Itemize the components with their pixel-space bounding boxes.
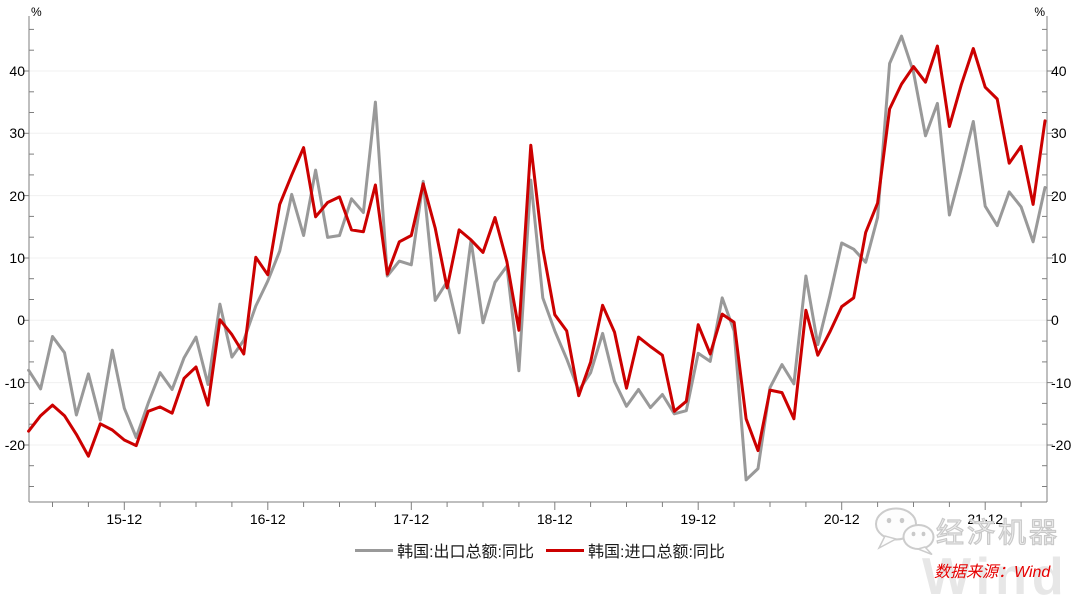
x-tick-label: 18-12 [536, 511, 573, 527]
y-tick-label-right: 0 [1051, 312, 1059, 329]
chart-area: % % 40 40 30 30 20 20 10 10 0 0 -10 -10 -20 -20 15-12 1… [0, 5, 1080, 606]
chart-canvas [23, 16, 1053, 510]
exports-legend-label: 韩国:出口总额:同比 [397, 544, 534, 561]
y-tick-label-left: 10 [9, 249, 25, 266]
y-axis-unit-left: % [31, 5, 42, 19]
y-tick-label-left: 30 [9, 125, 25, 142]
y-axis-unit-right: % [1034, 5, 1045, 19]
brand-block: Wind 经济机器 数据来源：Wind [872, 503, 1080, 606]
y-tick-label-left: 40 [9, 62, 25, 79]
x-tick-label: 21-12 [967, 511, 1004, 527]
x-tick-label: 19-12 [680, 511, 717, 527]
y-tick-label-left: -10 [4, 374, 25, 391]
y-tick-label-right: -10 [1051, 374, 1072, 391]
legend-item-exports: 韩国:出口总额:同比 [355, 538, 534, 562]
legend: 韩国:出口总额:同比 韩国:进口总额:同比 [0, 538, 1080, 562]
y-tick-label-right: 30 [1051, 125, 1067, 142]
legend-item-imports: 韩国:进口总额:同比 [546, 538, 725, 562]
x-tick-label: 16-12 [249, 511, 286, 527]
y-tick-label-right: -20 [1051, 436, 1072, 453]
exports-line-swatch [355, 548, 394, 552]
wechat-logo-icon [875, 507, 935, 555]
brand-name: 经济机器 [935, 516, 1061, 548]
y-tick-label-right: 10 [1051, 249, 1067, 266]
series-line-1 [27, 44, 1047, 458]
x-tick-label: 20-12 [823, 511, 860, 527]
imports-line-swatch [546, 548, 584, 552]
y-tick-label-left: -20 [4, 436, 25, 453]
y-tick-label-right: 40 [1051, 62, 1067, 79]
y-tick-label-right: 20 [1051, 187, 1067, 204]
imports-legend-label: 韩国:进口总额:同比 [588, 544, 725, 561]
y-tick-label-left: 0 [17, 312, 25, 329]
data-source-note: 数据来源：Wind [934, 564, 1051, 581]
x-tick-label: 17-12 [393, 511, 430, 527]
y-tick-label-left: 20 [9, 187, 25, 204]
x-tick-label: 15-12 [106, 511, 143, 527]
series-line-0 [27, 34, 1047, 482]
